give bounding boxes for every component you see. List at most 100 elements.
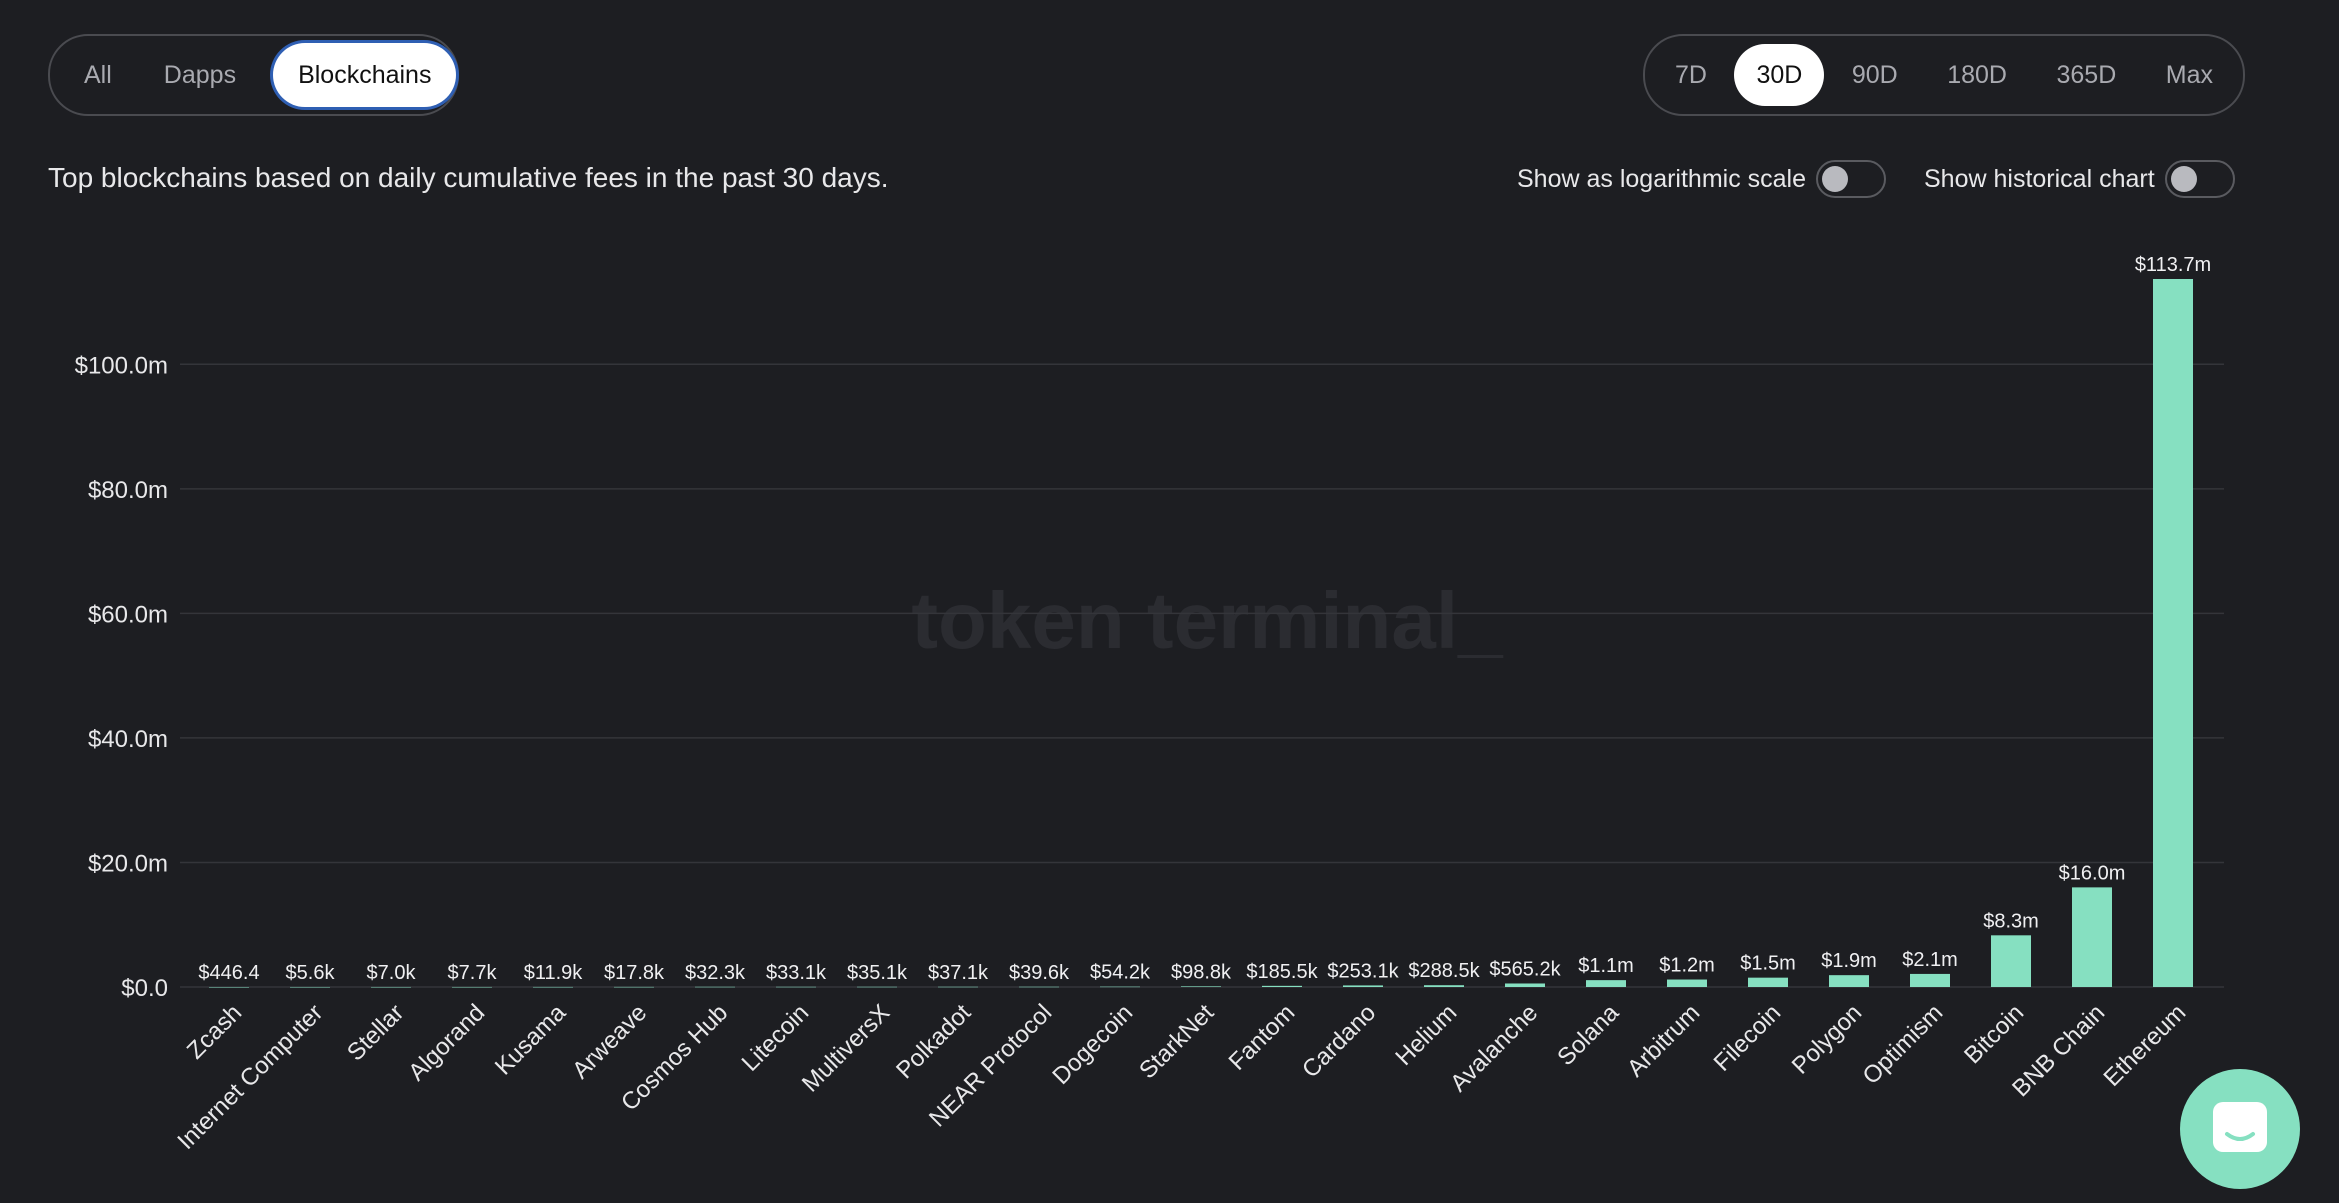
bar-avalanche[interactable] bbox=[1505, 983, 1545, 987]
x-tick-label: Polygon bbox=[1787, 999, 1867, 1079]
period-90d-button[interactable]: 90D bbox=[1851, 61, 1898, 89]
bar-value-label: $253.1k bbox=[1327, 960, 1399, 982]
x-tick-label: Stellar bbox=[342, 999, 409, 1066]
bar-value-label: $2.1m bbox=[1902, 949, 1958, 971]
bar-starknet[interactable] bbox=[1181, 986, 1221, 987]
bar-bnb-chain[interactable] bbox=[2072, 887, 2112, 987]
bar-value-label: $39.6k bbox=[1009, 962, 1070, 984]
historical-toggle-group: Show historical chart bbox=[1924, 160, 2235, 198]
x-tick-label: Avalanche bbox=[1445, 999, 1543, 1097]
bar-zcash[interactable] bbox=[209, 986, 249, 988]
period-30d-button[interactable]: 30D bbox=[1734, 44, 1825, 106]
x-tick-label: Dogecoin bbox=[1047, 999, 1138, 1090]
bar-value-label: $32.3k bbox=[685, 962, 746, 984]
x-tick-label: Litecoin bbox=[737, 999, 815, 1077]
x-tick-label: Helium bbox=[1390, 999, 1462, 1071]
bar-value-label: $1.1m bbox=[1578, 955, 1634, 977]
historical-toggle[interactable] bbox=[2164, 160, 2235, 198]
bar-arweave[interactable] bbox=[614, 986, 654, 988]
y-tick-label: $20.0m bbox=[88, 850, 168, 877]
bar-cosmos-hub[interactable] bbox=[695, 986, 735, 988]
bar-value-label: $1.2m bbox=[1659, 955, 1715, 977]
bar-near-protocol[interactable] bbox=[1019, 986, 1059, 988]
y-tick-label: $100.0m bbox=[75, 352, 168, 379]
period-365d-button[interactable]: 365D bbox=[2056, 61, 2117, 89]
bar-value-label: $185.5k bbox=[1246, 961, 1318, 983]
bar-stellar[interactable] bbox=[371, 986, 411, 988]
bar-value-label: $8.3m bbox=[1983, 910, 2039, 932]
bar-dogecoin[interactable] bbox=[1100, 986, 1140, 988]
filter-all-button[interactable]: All bbox=[84, 61, 112, 89]
bar-cardano[interactable] bbox=[1343, 985, 1383, 987]
x-tick-label: Optimism bbox=[1857, 999, 1948, 1090]
bar-value-label: $5.6k bbox=[286, 962, 336, 984]
x-tick-label: Internet Computer bbox=[172, 999, 328, 1155]
x-tick-label: Filecoin bbox=[1709, 999, 1787, 1077]
bar-value-label: $35.1k bbox=[847, 962, 908, 984]
bar-value-label: $54.2k bbox=[1090, 962, 1151, 984]
y-tick-label: $40.0m bbox=[88, 726, 168, 753]
historical-label: Show historical chart bbox=[1924, 164, 2155, 193]
bar-value-label: $113.7m bbox=[2135, 254, 2211, 276]
x-tick-label: Fantom bbox=[1224, 999, 1301, 1076]
bar-kusama[interactable] bbox=[533, 986, 573, 988]
x-tick-label: StarkNet bbox=[1134, 999, 1219, 1084]
toggle-knob bbox=[1822, 166, 1849, 192]
chart-description: Top blockchains based on daily cumulativ… bbox=[48, 162, 889, 193]
bar-optimism[interactable] bbox=[1910, 973, 1950, 987]
bar-value-label: $37.1k bbox=[928, 962, 989, 984]
watermark: token terminal_ bbox=[911, 576, 1504, 665]
bar-value-label: $33.1k bbox=[766, 962, 827, 984]
x-tick-label: Arbitrum bbox=[1622, 999, 1705, 1082]
bar-value-label: $7.0k bbox=[367, 962, 417, 984]
bar-fantom[interactable] bbox=[1262, 985, 1302, 987]
chat-button[interactable] bbox=[2180, 1069, 2300, 1189]
log-scale-toggle[interactable] bbox=[1816, 160, 1887, 198]
x-tick-label: Cardano bbox=[1297, 999, 1381, 1083]
bar-value-label: $288.5k bbox=[1408, 960, 1480, 982]
bar-polkadot[interactable] bbox=[938, 986, 978, 988]
filter-blockchains-button[interactable]: Blockchains bbox=[276, 46, 454, 104]
period-7d-button[interactable]: 7D bbox=[1675, 61, 1707, 89]
log-scale-label: Show as logarithmic scale bbox=[1517, 164, 1807, 193]
x-tick-label: Arweave bbox=[567, 999, 652, 1084]
chat-bubble-icon bbox=[2213, 1102, 2267, 1152]
bar-filecoin[interactable] bbox=[1748, 977, 1788, 987]
x-tick-label: Algorand bbox=[403, 999, 490, 1086]
period-max-button[interactable]: Max bbox=[2165, 61, 2213, 89]
period-180d-button[interactable]: 180D bbox=[1947, 61, 2007, 89]
period-filter: 7D 30D 90D 180D 365D Max bbox=[1643, 34, 2245, 116]
x-tick-label: Zcash bbox=[182, 999, 247, 1064]
x-tick-label: Solana bbox=[1552, 999, 1624, 1071]
bar-bitcoin[interactable] bbox=[1991, 935, 2031, 987]
bar-ethereum[interactable] bbox=[2153, 279, 2193, 987]
bar-algorand[interactable] bbox=[452, 986, 492, 988]
bar-litecoin[interactable] bbox=[776, 986, 816, 988]
bar-internet-computer[interactable] bbox=[290, 986, 330, 988]
toggle-knob bbox=[2170, 166, 2197, 192]
bar-value-label: $565.2k bbox=[1489, 958, 1561, 980]
bar-value-label: $16.0m bbox=[2059, 862, 2126, 884]
y-tick-label: $60.0m bbox=[88, 601, 168, 628]
bar-value-label: $17.8k bbox=[604, 962, 665, 984]
bar-solana[interactable] bbox=[1586, 980, 1626, 987]
bar-value-label: $98.8k bbox=[1171, 961, 1232, 983]
bar-multiversx[interactable] bbox=[857, 986, 897, 988]
filter-dapps-button[interactable]: Dapps bbox=[163, 61, 237, 89]
bar-value-label: $1.5m bbox=[1740, 953, 1796, 975]
bar-value-label: $11.9k bbox=[524, 962, 584, 984]
bar-value-label: $1.9m bbox=[1821, 950, 1877, 972]
bar-value-label: $7.7k bbox=[448, 962, 498, 984]
bar-polygon[interactable] bbox=[1829, 975, 1869, 987]
x-tick-label: Bitcoin bbox=[1959, 999, 2029, 1069]
log-scale-toggle-group: Show as logarithmic scale bbox=[1517, 160, 1887, 198]
x-tick-label: Kusama bbox=[490, 999, 572, 1081]
y-tick-label: $0.0 bbox=[121, 975, 168, 1002]
bar-arbitrum[interactable] bbox=[1667, 979, 1707, 987]
bar-helium[interactable] bbox=[1424, 985, 1464, 987]
x-tick-label: MultiversX bbox=[797, 999, 895, 1097]
x-tick-label: Polkadot bbox=[891, 999, 976, 1084]
x-tick-label: Ethereum bbox=[2099, 999, 2192, 1092]
bar-value-label: $446.4 bbox=[198, 962, 259, 984]
